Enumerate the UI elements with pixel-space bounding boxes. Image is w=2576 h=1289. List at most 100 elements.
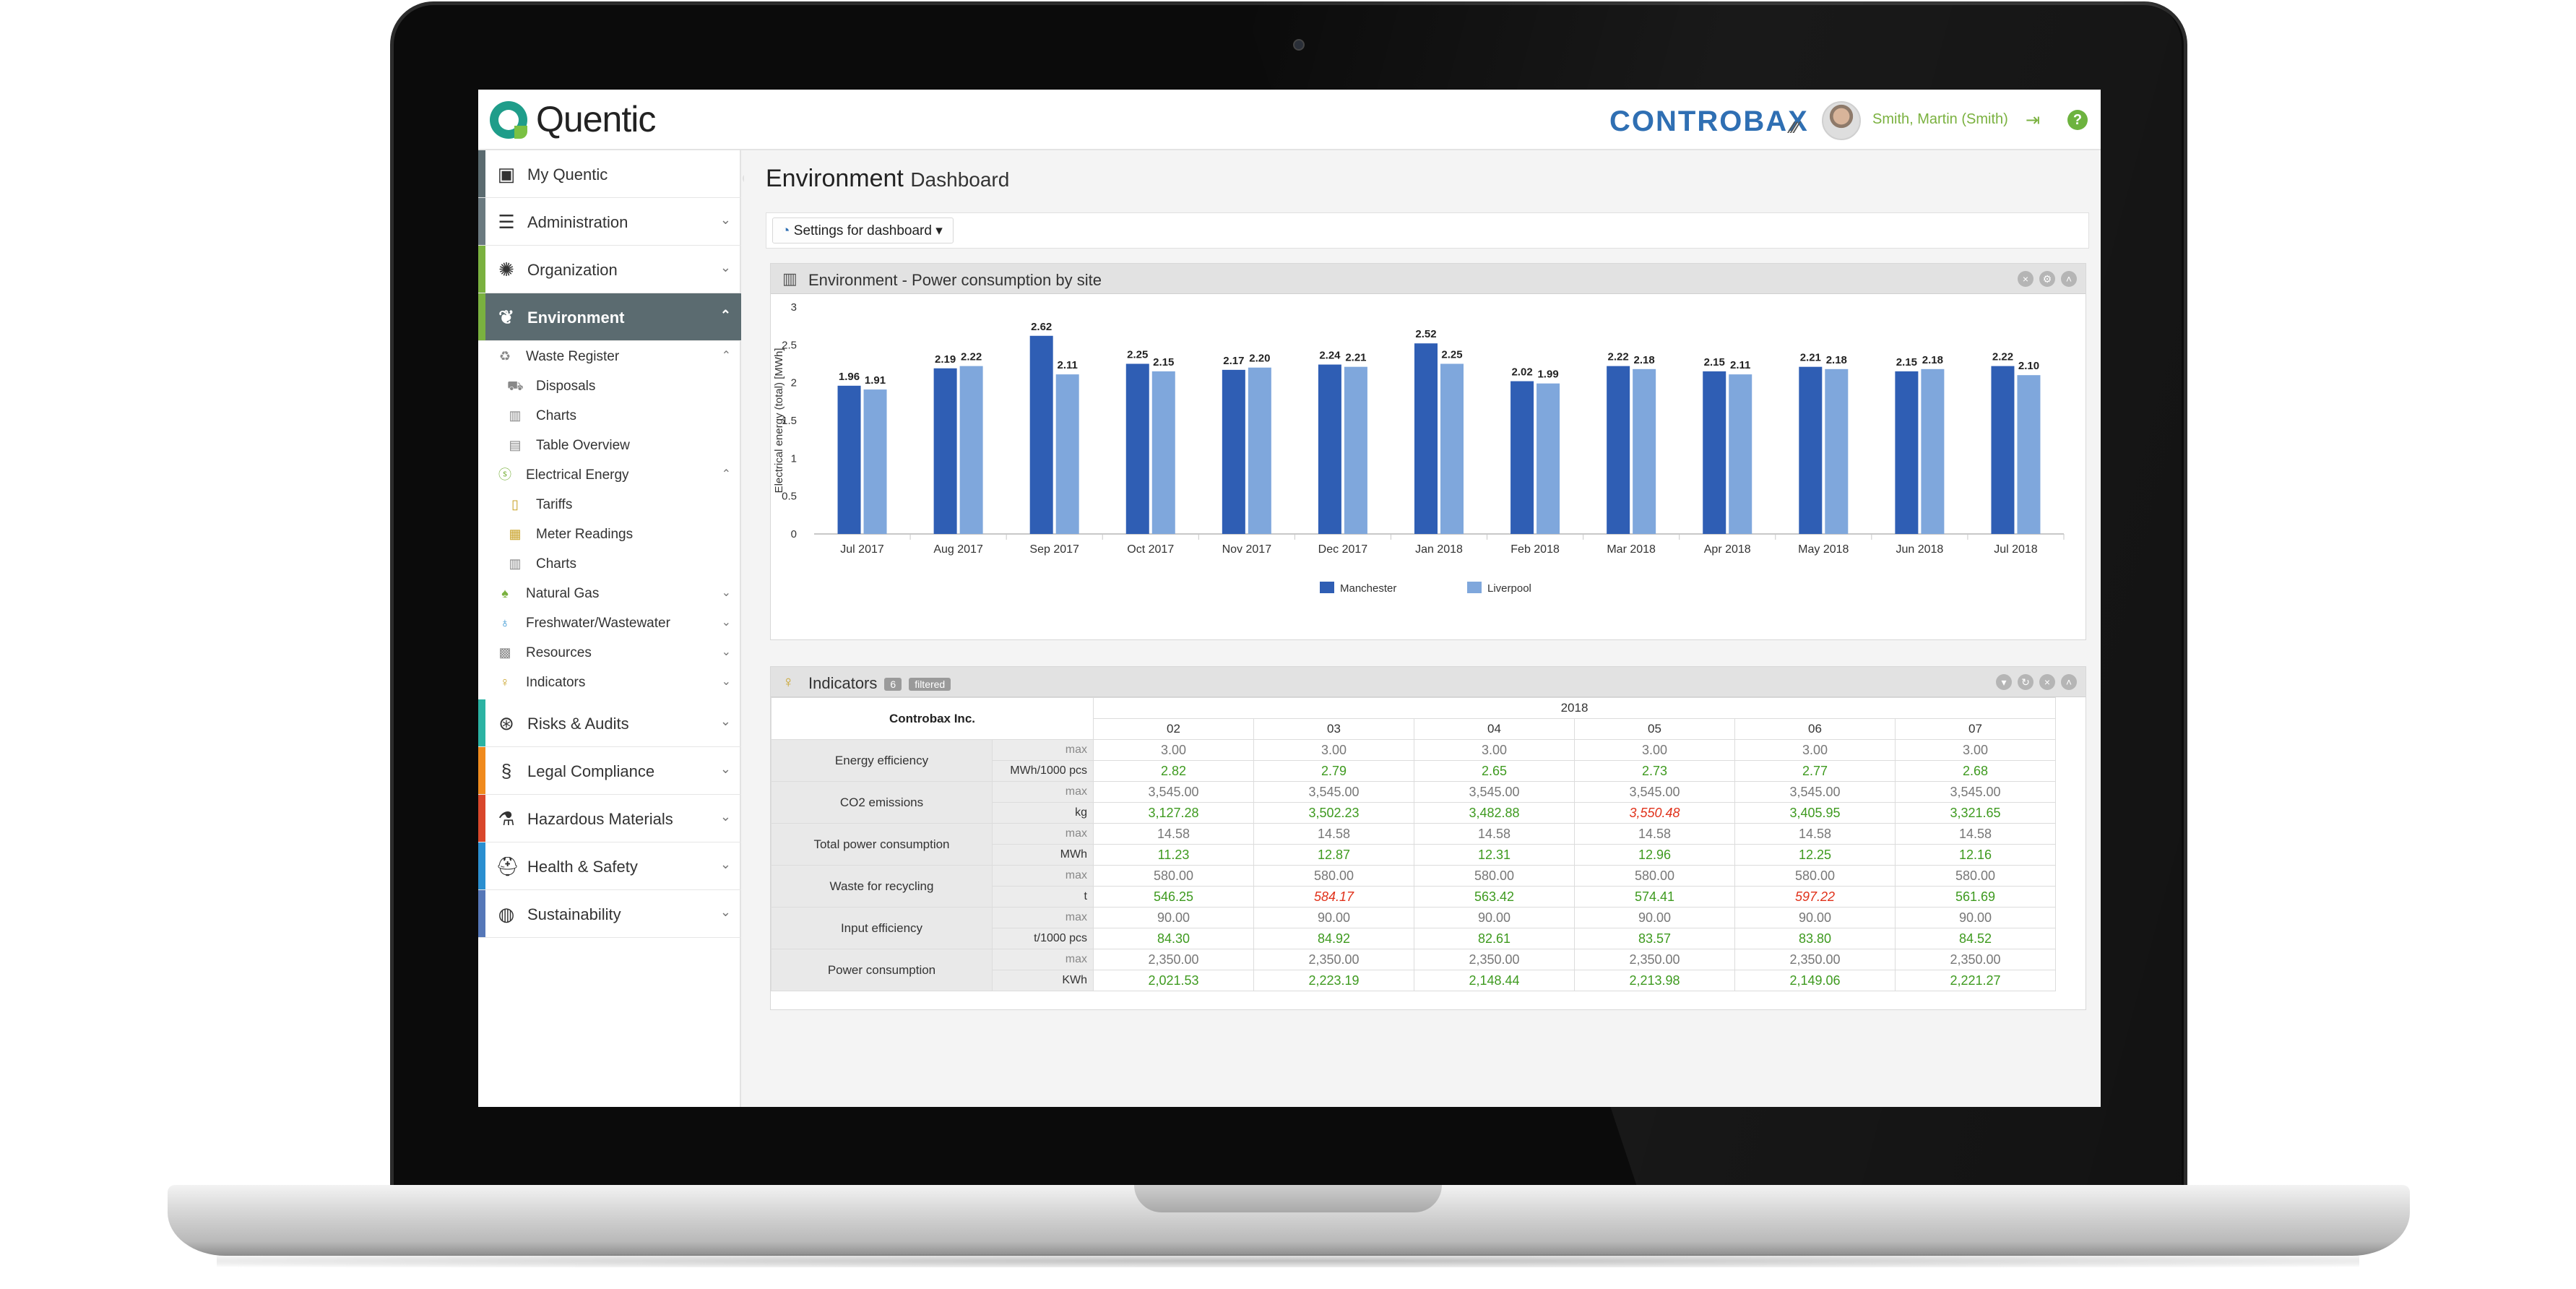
panel-title: Environment - Power consumption by site bbox=[808, 271, 1102, 289]
page-title: Environment Dashboard bbox=[766, 165, 1009, 193]
chevron-down-icon[interactable]: ⌄ bbox=[721, 676, 731, 688]
bar-manchester bbox=[1703, 371, 1726, 534]
indicators-title: Indicators bbox=[808, 674, 878, 692]
chevron-down-icon[interactable]: ⌄ bbox=[719, 905, 731, 919]
app-logo-text[interactable]: Quentic bbox=[536, 99, 656, 139]
settings-icon[interactable]: ⚙ bbox=[2039, 271, 2055, 287]
unit-label: MWh bbox=[992, 844, 1094, 866]
chevron-down-icon[interactable]: ⌄ bbox=[721, 616, 731, 629]
panel-header[interactable]: ♀ Indicators 6 filtered ▾ ↻ × ˄ bbox=[771, 667, 2086, 697]
max-value: 580.00 bbox=[1093, 865, 1254, 887]
chevron-up-icon[interactable]: ⌃ bbox=[719, 308, 731, 322]
y-tick-label: 0 bbox=[791, 528, 797, 540]
indicator-value: 2,021.53 bbox=[1093, 970, 1254, 991]
unit-label: t bbox=[992, 886, 1094, 908]
sidebar-sub-resources[interactable]: ▩ Resources ⌄ bbox=[478, 637, 741, 667]
max-value: 90.00 bbox=[1093, 907, 1254, 928]
indicator-value: 84.52 bbox=[1895, 928, 2056, 949]
sidebar-item-accent bbox=[478, 747, 485, 794]
bar-manchester bbox=[1895, 371, 1919, 534]
sidebar-sub-energy-charts[interactable]: ▥ Charts bbox=[478, 548, 741, 578]
x-tick-label: Feb 2018 bbox=[1510, 543, 1560, 556]
indicator-label: CO2 emissions bbox=[771, 781, 993, 824]
bar-value-label: 1.99 bbox=[1537, 368, 1558, 381]
chevron-down-icon[interactable]: ⌄ bbox=[719, 212, 731, 227]
avatar[interactable] bbox=[1822, 101, 1861, 140]
collapse-icon[interactable]: ˄ bbox=[2061, 271, 2077, 287]
sidebar-item-accent bbox=[478, 150, 485, 197]
collapse-icon[interactable]: ˄ bbox=[2061, 674, 2077, 690]
indicator-label: Energy efficiency bbox=[771, 739, 993, 782]
settings-dashboard-button[interactable]: ◔ Settings for dashboard ▾ bbox=[772, 217, 954, 243]
sidebar-item-label: Hazardous Materials bbox=[527, 810, 673, 828]
quentic-logo-icon[interactable] bbox=[490, 101, 527, 139]
sidebar-item-organization[interactable]: ✺ Organization ⌄ bbox=[478, 246, 741, 293]
chevron-down-icon[interactable]: ⌄ bbox=[719, 857, 731, 871]
help-icon[interactable]: ? bbox=[2067, 110, 2088, 130]
sidebar-item-sustainability[interactable]: ◍ Sustainability ⌄ bbox=[478, 890, 741, 938]
risk-icon: ⊛ bbox=[498, 712, 514, 734]
year-header: 2018 bbox=[1093, 697, 2056, 719]
chevron-down-icon[interactable]: ⌄ bbox=[721, 646, 731, 658]
refresh-icon[interactable]: ↻ bbox=[2018, 674, 2033, 690]
indicators-panel: ♀ Indicators 6 filtered ▾ ↻ × ˄ Controbax … bbox=[770, 666, 2086, 1010]
sidebar-item-my-quentic[interactable]: ▣ My Quentic bbox=[478, 150, 741, 198]
close-icon[interactable]: × bbox=[2039, 674, 2055, 690]
bar-manchester bbox=[933, 368, 957, 534]
sidebar-item-accent bbox=[478, 795, 485, 842]
sidebar-sub-freshwater[interactable]: ♁ Freshwater/Wastewater ⌄ bbox=[478, 608, 741, 637]
laptop-notch bbox=[1134, 1185, 1442, 1212]
monitor-icon: ▣ bbox=[497, 163, 516, 185]
sidebar-item-environment[interactable]: ❦ Environment ⌃ bbox=[478, 293, 741, 341]
sidebar-sub-tariffs[interactable]: ▯ Tariffs bbox=[478, 489, 741, 519]
filter-icon[interactable]: ▾ bbox=[1996, 674, 2012, 690]
chevron-down-icon[interactable]: ⌄ bbox=[719, 762, 731, 776]
sidebar-item-label: My Quentic bbox=[527, 165, 608, 184]
bar-value-label: 2.22 bbox=[1608, 351, 1629, 363]
sidebar-item-hazardous-materials[interactable]: ⚗ Hazardous Materials ⌄ bbox=[478, 795, 741, 842]
sidebar-sub-waste-charts[interactable]: ▥ Charts bbox=[478, 400, 741, 430]
chevron-down-icon[interactable]: ⌄ bbox=[719, 260, 731, 275]
chevron-down-icon[interactable]: ⌄ bbox=[721, 587, 731, 599]
sidebar-item-label: Environment bbox=[527, 309, 625, 327]
panel-header[interactable]: ▥ Environment - Power consumption by sit… bbox=[771, 264, 2086, 294]
chevron-down-icon[interactable]: ⌄ bbox=[719, 809, 731, 824]
max-value: 3,545.00 bbox=[1093, 781, 1254, 803]
globe-icon: ◍ bbox=[498, 903, 515, 925]
main-content: Environment Dashboard ◔ Settings for das… bbox=[744, 150, 2101, 1107]
sidebar-sub-table-overview[interactable]: ▤ Table Overview bbox=[478, 430, 741, 460]
bar-manchester bbox=[1222, 369, 1245, 534]
sidebar-sub-waste-register[interactable]: ♻ Waste Register ⌃ bbox=[478, 341, 741, 371]
chevron-up-icon[interactable]: ⌃ bbox=[721, 350, 731, 362]
sidebar-item-legal-compliance[interactable]: § Legal Compliance ⌄ bbox=[478, 747, 741, 795]
indicator-icon: ♀ bbox=[782, 673, 795, 691]
sidebar-item-administration[interactable]: ☰ Administration ⌄ bbox=[478, 198, 741, 246]
y-tick-label: 2 bbox=[791, 377, 797, 389]
indicator-value: 2.79 bbox=[1253, 760, 1414, 782]
sidebar-item-risks-audits[interactable]: ⊛ Risks & Audits ⌄ bbox=[478, 699, 741, 747]
x-tick-label: Oct 2017 bbox=[1127, 543, 1174, 556]
logout-icon[interactable]: ⇥ bbox=[2026, 111, 2041, 130]
sidebar-item-health-safety[interactable]: ⛑ Health & Safety ⌄ bbox=[478, 842, 741, 890]
bar-value-label: 2.22 bbox=[961, 351, 982, 363]
bar-liverpool bbox=[959, 366, 983, 534]
max-value: 90.00 bbox=[1574, 907, 1735, 928]
bar-value-label: 1.96 bbox=[839, 371, 860, 383]
close-icon[interactable]: × bbox=[2018, 271, 2033, 287]
bar-liverpool bbox=[863, 389, 887, 534]
bar-liverpool bbox=[1633, 368, 1656, 534]
user-name[interactable]: Smith, Martin (Smith) bbox=[1872, 111, 2008, 127]
x-tick-label: Aug 2017 bbox=[933, 543, 983, 556]
table-row: CO2 emissions max 3,545.00 3,545.00 3,545.00… bbox=[771, 781, 2056, 824]
sidebar-sub-electrical-energy[interactable]: ⓢ Electrical Energy ⌃ bbox=[478, 460, 741, 489]
bar-manchester bbox=[1991, 366, 2015, 534]
chevron-down-icon[interactable]: ⌄ bbox=[719, 714, 731, 728]
sidebar-sub-natural-gas[interactable]: ♠ Natural Gas ⌄ bbox=[478, 578, 741, 608]
indicator-value: 2.68 bbox=[1895, 760, 2056, 782]
sidebar-sub-disposals[interactable]: ⛟ Disposals bbox=[478, 371, 741, 400]
bar-value-label: 2.15 bbox=[1153, 356, 1174, 368]
chevron-up-icon[interactable]: ⌃ bbox=[721, 468, 731, 480]
sidebar-sub-meter-readings[interactable]: ▦ Meter Readings bbox=[478, 519, 741, 548]
sidebar-sub-indicators[interactable]: ♀ Indicators ⌄ bbox=[478, 667, 741, 697]
sidebar-sub-label: Charts bbox=[536, 408, 576, 423]
